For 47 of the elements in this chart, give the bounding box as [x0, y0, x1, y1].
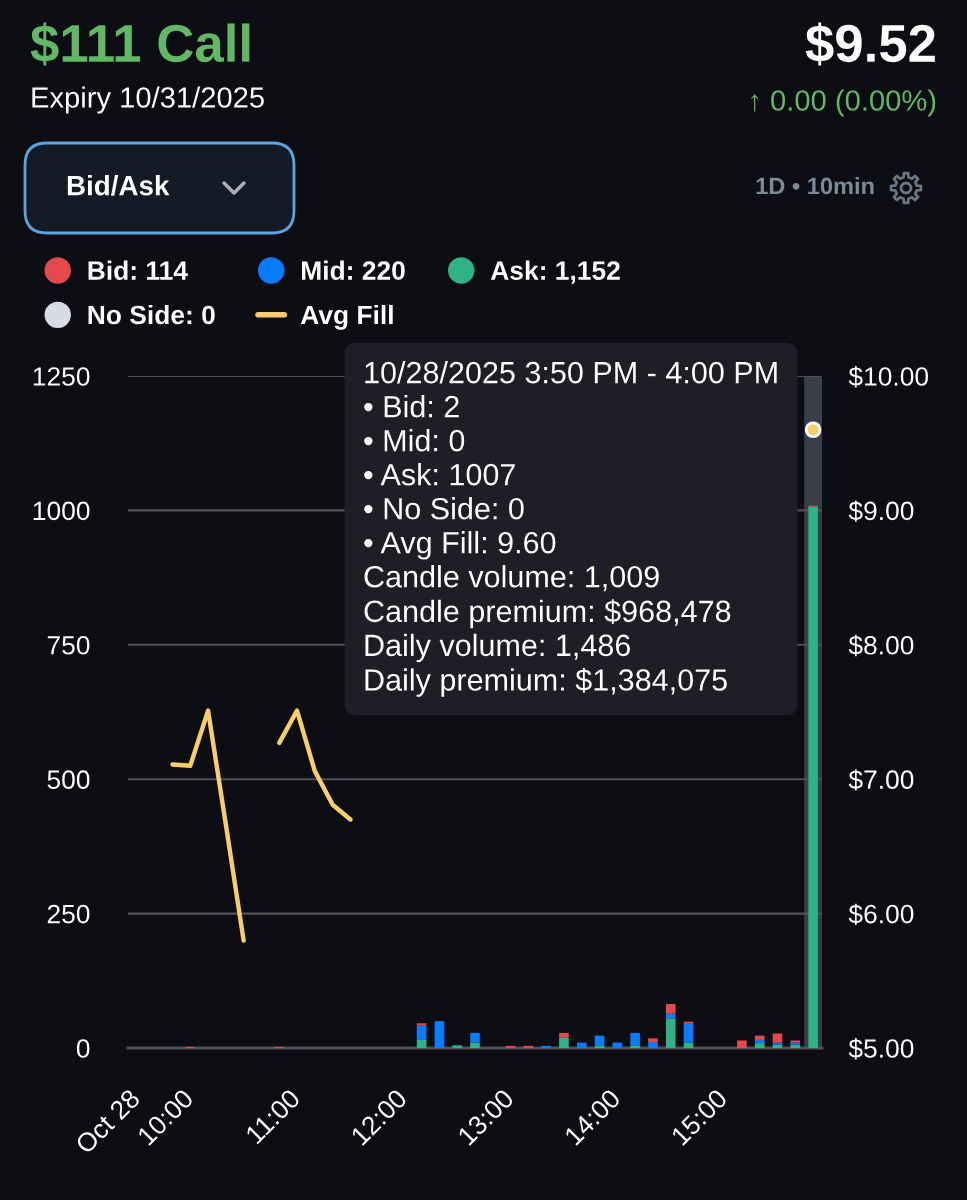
- bar: [452, 1045, 462, 1048]
- text: 1D • 10min: [756, 176, 874, 195]
- bar: [772, 1033, 783, 1043]
- legend-label: No Side: 0: [88, 304, 215, 325]
- y-tick-label: 1250: [33, 367, 90, 386]
- legend-label: Ask: 1,152: [490, 260, 620, 284]
- legend-label: Bid: 114: [88, 260, 188, 280]
- bar: [594, 1045, 605, 1048]
- bar: [576, 1042, 587, 1048]
- bar: [541, 1045, 552, 1048]
- bar: [416, 1039, 427, 1048]
- bar: [683, 1023, 694, 1043]
- chart-title: $111 Call: [30, 22, 250, 66]
- bar: [559, 1032, 569, 1038]
- legend-label: Mid: 220: [302, 260, 405, 280]
- y2-tick-label: $8.00: [848, 634, 914, 657]
- bar: [754, 1039, 765, 1044]
- y-tick-label: 750: [47, 635, 90, 655]
- text: $9.52: [805, 22, 935, 66]
- bar: [754, 1043, 765, 1048]
- y2-tick-label: $7.00: [848, 769, 914, 791]
- bar: [470, 1042, 480, 1048]
- y2-tick-label: $9.00: [848, 500, 914, 522]
- y-tick-label: 1000: [33, 501, 90, 521]
- y2-tick-label: $10.00: [848, 366, 929, 388]
- bar: [754, 1035, 765, 1040]
- y-tick-label: 0: [76, 1039, 90, 1058]
- bar: [630, 1045, 640, 1048]
- y2-tick-label: $5.00: [848, 1038, 914, 1060]
- chart-subtitle: Expiry 10/31/2025: [32, 86, 264, 114]
- bar: [648, 1042, 658, 1048]
- text: 10/28/2025 3:50 PM - 4:00 PM • Bid: 2 • Mid: 0 • Ask: 1007 • No Side: 0 • Avg Fill: 9.60 Candle volume: 1,009 Candle premium: $968,478 Daily volume: 1,486 Daily premium: $1,384,075: [364, 361, 777, 697]
- legend-label: Avg Fill: [300, 304, 393, 330]
- text: Bid/Ask: [67, 175, 170, 196]
- y2-tick-label: $6.00: [848, 903, 914, 925]
- bar: [648, 1038, 658, 1043]
- bar: [630, 1032, 640, 1046]
- bar: [665, 1018, 676, 1048]
- text: ↑ 0.00 (0.00%): [751, 89, 936, 117]
- bar: [434, 1021, 445, 1048]
- bar: [737, 1040, 747, 1048]
- bar: [559, 1037, 569, 1048]
- bar: [470, 1032, 480, 1043]
- bar: [416, 1025, 427, 1040]
- y-tick-label: 250: [47, 904, 90, 924]
- bar: [665, 1003, 676, 1014]
- y-tick-label: 500: [47, 770, 90, 790]
